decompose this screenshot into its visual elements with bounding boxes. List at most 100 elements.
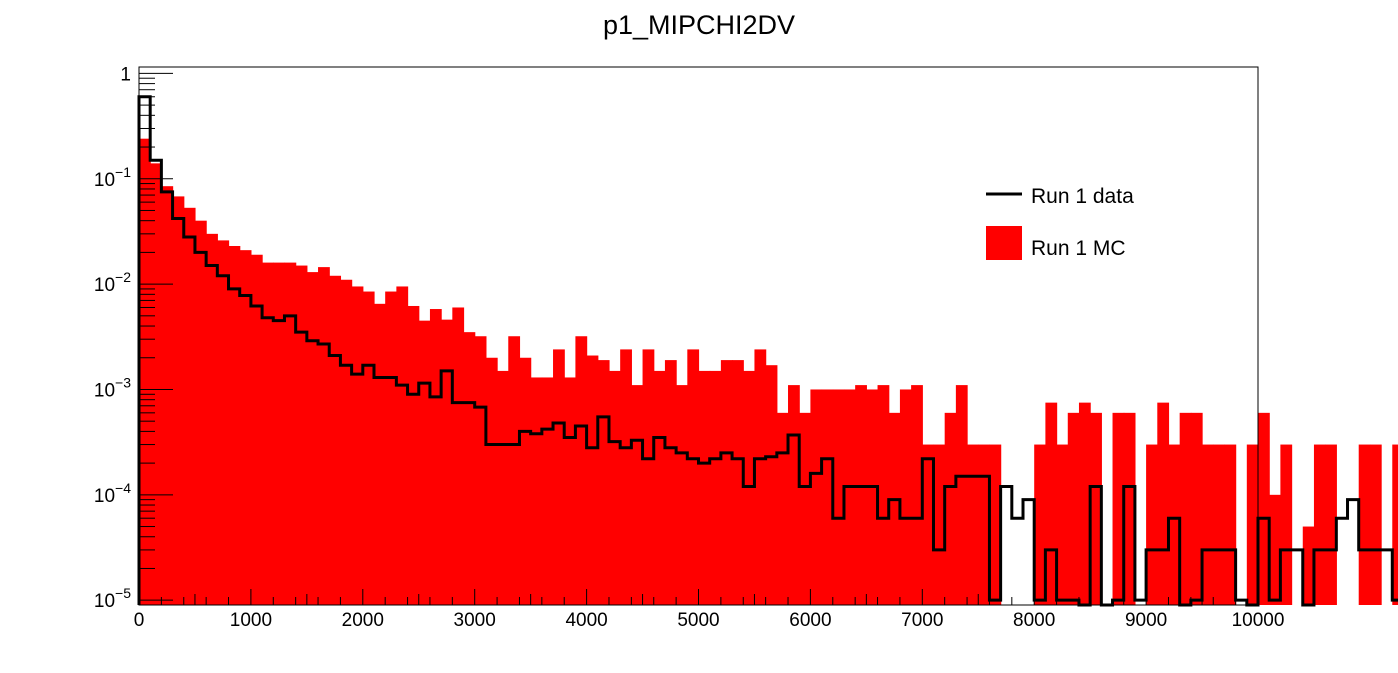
mc-bar: [497, 370, 509, 605]
y-tick-mantissa: 10: [94, 380, 115, 401]
mc-bar: [899, 389, 912, 605]
mc-bar: [1078, 402, 1091, 605]
mc-bar: [183, 207, 196, 606]
legend: Run 1 data Run 1 MC: [986, 185, 1134, 260]
mc-bar: [1034, 444, 1046, 605]
mc-bar: [944, 412, 957, 605]
y-tick-label: 10−5: [94, 585, 131, 612]
mc-bar: [318, 267, 330, 605]
mc-bar: [474, 336, 487, 605]
data-histogram-line: [137, 95, 1398, 607]
mc-bar: [955, 385, 968, 605]
mc-bar: [1123, 412, 1136, 605]
mc-bar: [150, 163, 162, 606]
mc-bar: [541, 377, 554, 605]
mc-bar: [519, 357, 532, 605]
y-tick-label: 1: [120, 64, 131, 85]
mc-bar: [139, 138, 151, 605]
mc-bar: [1269, 494, 1281, 605]
mc-bar: [888, 412, 901, 605]
y-tick-exponent: −5: [115, 585, 131, 601]
y-tick-exponent: −1: [115, 164, 131, 180]
mc-bar: [284, 262, 297, 605]
mc-bar: [239, 250, 252, 605]
x-tick-label: 1000: [230, 610, 272, 631]
mc-bar: [564, 377, 577, 605]
mc-bar: [1146, 444, 1158, 605]
mc-bar: [1112, 412, 1125, 605]
mc-bar: [1369, 444, 1382, 605]
mc-bar: [1190, 412, 1203, 605]
mc-bar: [407, 305, 420, 605]
x-tick-label: 5000: [677, 610, 719, 631]
mc-bar: [441, 319, 453, 605]
x-tick-label: 8000: [1013, 610, 1055, 631]
legend-label-run1-data: Run 1 data: [1031, 185, 1134, 208]
x-tick-label: 4000: [565, 610, 607, 631]
mc-bar: [463, 332, 476, 605]
mc-bar: [228, 246, 241, 605]
mc-bar: [340, 279, 353, 605]
mc-bar: [653, 370, 666, 605]
mc-bar: [642, 349, 655, 605]
mc-bar: [429, 309, 442, 605]
mc-bar: [1179, 412, 1192, 605]
y-tick-exponent: −2: [115, 269, 131, 285]
mc-bar: [273, 262, 286, 605]
mc-bar: [922, 444, 935, 605]
mc-bar: [698, 370, 711, 605]
mc-bar: [262, 262, 274, 605]
mc-bar: [843, 389, 856, 605]
mc-bar: [1224, 444, 1237, 605]
mc-bar: [396, 286, 409, 605]
mc-bar: [452, 307, 465, 605]
mc-bar: [206, 233, 218, 605]
mc-bar: [1392, 444, 1398, 605]
mc-bar: [1213, 444, 1226, 605]
mc-bar: [217, 240, 230, 605]
mc-bar: [989, 444, 1002, 605]
mc-bar: [933, 444, 946, 605]
mc-bar: [1325, 444, 1337, 605]
mc-bar: [877, 385, 890, 605]
mc-bar: [967, 444, 979, 605]
mc-bar: [172, 196, 185, 605]
mc-bar: [295, 265, 308, 605]
mc-bar: [306, 272, 319, 605]
mc-bar: [1358, 444, 1371, 605]
y-tick-exponent: −4: [115, 480, 131, 496]
mc-bar: [1067, 412, 1080, 605]
y-tick-exponent: −3: [115, 374, 131, 390]
y-tick-label: 10−2: [94, 269, 131, 296]
y-tick-label: 10−1: [94, 164, 131, 191]
mc-bar: [373, 303, 386, 605]
x-tick-label: 9000: [1125, 610, 1167, 631]
mc-bar: [250, 254, 263, 606]
mc-bar: [832, 389, 845, 605]
mc-bar: [1168, 444, 1181, 605]
mc-bar: [385, 291, 397, 605]
mc-bar: [329, 275, 342, 605]
mc-bar: [788, 385, 800, 605]
y-tick-mantissa: 10: [94, 275, 115, 296]
mc-bar: [1090, 412, 1102, 605]
x-tick-label: 6000: [789, 610, 831, 631]
mc-bar: [765, 365, 778, 605]
mc-bar: [911, 385, 923, 605]
mc-bar: [687, 349, 700, 605]
mc-bar: [485, 357, 498, 605]
mc-bar: [1056, 444, 1069, 605]
mc-bar: [855, 385, 867, 605]
mc-bar: [1258, 412, 1270, 605]
y-tick-mantissa: 10: [94, 486, 115, 507]
mc-bar: [620, 349, 632, 605]
mc-bar: [508, 336, 521, 605]
mc-bar: [1280, 444, 1293, 605]
mc-bar: [720, 360, 733, 605]
legend-label-run1-mc: Run 1 MC: [1031, 237, 1126, 260]
mc-bar: [821, 389, 834, 605]
x-tick-label: 3000: [454, 610, 496, 631]
mc-bar: [978, 444, 991, 605]
mc-bar: [776, 412, 789, 605]
